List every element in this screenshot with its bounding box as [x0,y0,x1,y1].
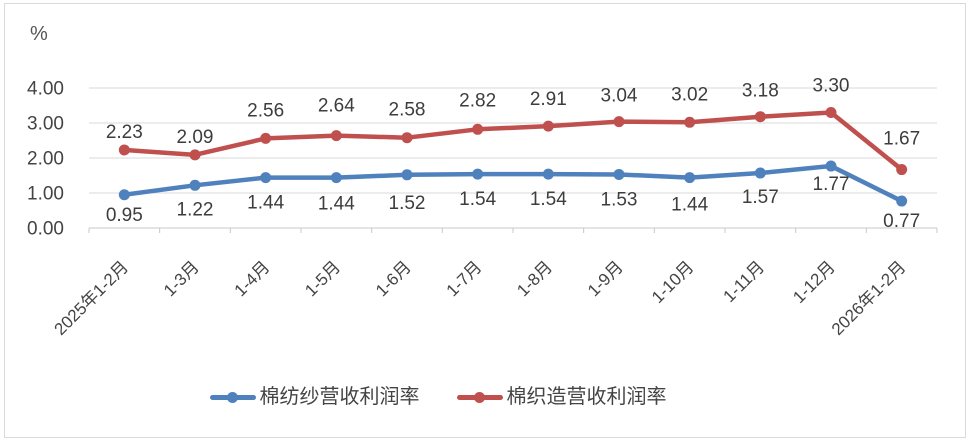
legend-marker-weaving [456,391,503,403]
x-axis-label: 1-12月 [789,257,839,307]
series-0-data-point[interactable] [189,179,201,191]
series-1-data-label: 2.64 [318,96,355,117]
x-axis-label: 2025年1-2月 [51,257,133,339]
series-0-data-point[interactable] [754,167,766,179]
legend-dot-icon [473,391,485,403]
x-axis-label: 1-5月 [301,257,344,300]
x-axis-label: 1-4月 [231,257,274,300]
y-axis-tick-label: 0.00 [27,219,64,240]
chart-legend: 棉纺纱营收利润率 棉织造营收利润率 [0,386,876,408]
series-1-data-label: 3.04 [601,86,638,107]
x-axis-label: 1-11月 [720,257,769,306]
series-1-data-label: 2.91 [530,89,567,110]
series-0-data-label: 0.95 [106,205,143,226]
series-1-data-point[interactable] [330,130,342,142]
series-1-data-point[interactable] [754,111,766,123]
y-axis-tick-label: 2.00 [27,149,64,170]
y-axis-unit-label: % [30,23,48,45]
series-0-data-label: 1.22 [177,199,214,220]
series-1-data-point[interactable] [684,116,696,128]
series-1-data-point[interactable] [825,107,837,118]
series-1-data-point[interactable] [189,149,201,161]
legend-item-weaving[interactable]: 棉织造营收利润率 [456,386,667,408]
x-axis-label: 1-3月 [160,257,203,300]
series-0-data-label: 1.44 [671,195,708,216]
series-0-data-point[interactable] [542,168,554,180]
series-0-data-label: 0.77 [883,211,920,232]
chart-frame-border [4,3,966,438]
series-1-data-label: 3.30 [813,76,850,97]
series-0-data-label: 1.44 [318,194,355,215]
series-1-data-point[interactable] [401,132,413,144]
series-1-data-label: 2.82 [459,90,496,111]
series-1-line [122,110,904,172]
series-0-data-point[interactable] [684,172,696,184]
series-0-data-label: 1.44 [247,193,284,214]
series-0-data-label: 1.77 [813,174,850,195]
legend-label-spinning-yarn: 棉纺纱营收利润率 [259,386,420,408]
legend-label-weaving: 棉织造营收利润率 [506,386,667,408]
series-0-data-point[interactable] [330,172,342,184]
series-1-data-point[interactable] [896,164,908,176]
series-1-data-label: 2.58 [389,100,426,121]
y-axis-tick-label: 3.00 [27,114,64,135]
series-0-data-point[interactable] [613,168,625,180]
x-axis-label: 1-8月 [513,257,556,300]
series-1-data-point[interactable] [118,144,130,156]
series-0-data-point[interactable] [118,189,130,201]
series-1-data-point[interactable] [542,120,554,132]
series-0-data-point[interactable] [896,195,908,207]
x-axis-label: 1-9月 [584,257,627,300]
series-1-data-label: 2.09 [177,127,214,148]
series-0-data-label: 1.53 [601,189,638,210]
series-1-data-label: 3.18 [742,81,779,102]
x-axis-label: 1-6月 [372,257,415,300]
x-axis-label: 1-10月 [648,257,698,307]
series-1-data-label: 3.02 [671,84,708,105]
series-0-data-point[interactable] [472,168,484,180]
y-axis-tick-label: 4.00 [27,79,64,100]
y-axis-tick-label: 1.00 [27,184,64,205]
series-0-data-label: 1.52 [389,193,426,214]
x-axis-label: 2026年1-2月 [828,257,910,339]
series-0-data-label: 1.57 [742,187,779,208]
x-axis-label: 1-7月 [443,257,486,300]
series-1-data-point[interactable] [472,123,484,135]
series-1-data-label: 2.56 [247,100,284,121]
series-1-data-point[interactable] [613,116,625,128]
series-0-data-point[interactable] [825,160,837,172]
series-0-line [122,163,904,204]
series-1-data-label: 2.23 [106,122,143,143]
series-0-data-point[interactable] [401,169,413,181]
series-0-data-label: 1.54 [459,189,496,210]
legend-dot-icon [226,391,238,403]
legend-marker-spinning-yarn [209,391,256,403]
series-0-data-label: 1.54 [530,189,567,210]
legend-item-spinning-yarn[interactable]: 棉纺纱营收利润率 [209,386,420,408]
series-1-data-label: 1.67 [883,129,920,150]
series-0-data-point[interactable] [260,172,272,184]
series-1-data-point[interactable] [260,132,272,144]
